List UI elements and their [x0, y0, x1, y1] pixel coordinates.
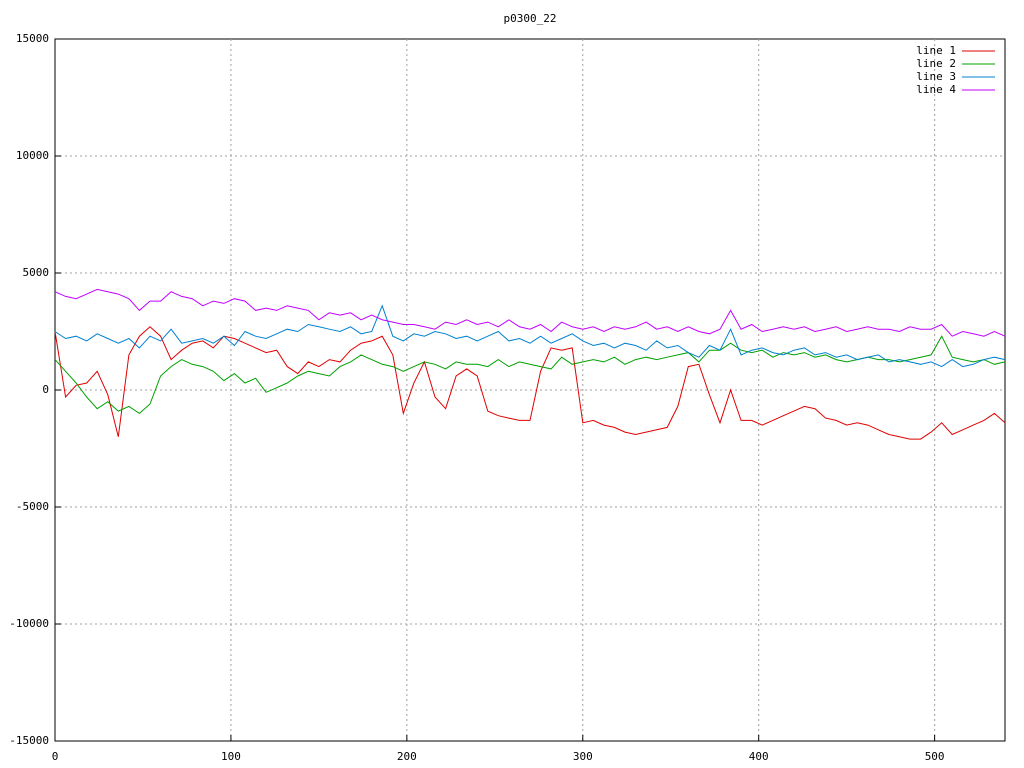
- data-line: [54, 304, 1006, 368]
- y-tick-label: 0: [42, 383, 49, 396]
- x-tick-label: 0: [52, 750, 59, 763]
- y-tick-label: 15000: [16, 32, 49, 45]
- y-tick-label: -15000: [9, 734, 49, 747]
- y-tick-label: -10000: [9, 617, 49, 630]
- data-line: [54, 335, 1006, 415]
- y-tick-label: -5000: [16, 500, 49, 513]
- x-tick-label: 300: [573, 750, 593, 763]
- y-tick-label: 10000: [16, 149, 49, 162]
- legend-label: line 1: [916, 44, 956, 57]
- data-line: [54, 326, 1006, 440]
- chart-title: p0300_22: [504, 12, 557, 25]
- y-tick-label: 5000: [23, 266, 50, 279]
- legend-label: line 2: [916, 57, 956, 70]
- x-tick-label: 200: [397, 750, 417, 763]
- x-tick-label: 400: [749, 750, 769, 763]
- x-tick-label: 500: [925, 750, 945, 763]
- legend-label: line 4: [916, 83, 956, 96]
- data-line: [54, 288, 1006, 337]
- legend-label: line 3: [916, 70, 956, 83]
- x-tick-label: 100: [221, 750, 241, 763]
